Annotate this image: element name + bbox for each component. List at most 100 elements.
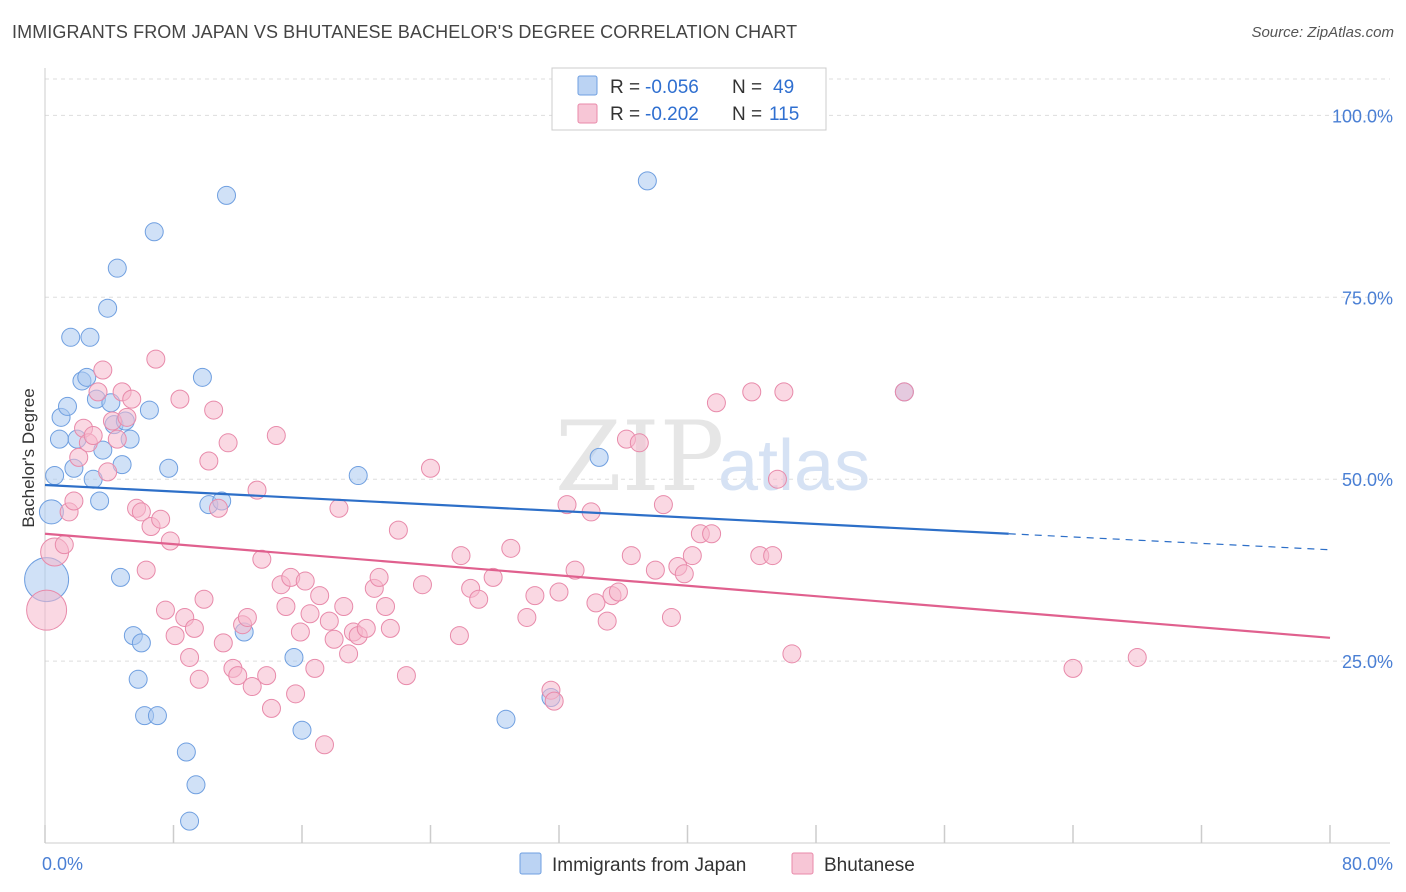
point-bhutanese [314,735,334,755]
y-axis-label: Bachelor's Degree [19,388,38,527]
point-bhutanese [661,607,681,627]
point-bhutanese [165,626,185,646]
point-bhutanese [682,546,702,566]
point-bhutanese [597,611,617,631]
point-bhutanese [26,589,68,631]
point-bhutanese [1127,647,1147,667]
point-japan [176,742,196,762]
point-japan [348,466,368,486]
point-bhutanese [266,426,286,446]
source-label: Source: ZipAtlas.com [1251,24,1394,41]
point-japan [637,171,657,191]
point-bhutanese [146,349,166,369]
point-bhutanese [674,564,694,584]
point-bhutanese [706,393,726,413]
point-bhutanese [449,626,469,646]
point-bhutanese [83,426,103,446]
point-bhutanese [763,546,783,566]
point-bhutanese [64,491,84,511]
point-bhutanese [69,447,89,467]
point-bhutanese [451,546,471,566]
legend-box [551,67,827,131]
point-bhutanese [767,469,787,489]
point-bhutanese [557,495,577,515]
watermark: ZIP atlas [555,401,870,513]
trend-line-japan [44,483,1009,535]
watermark-atlas: atlas [718,426,870,506]
point-bhutanese [319,611,339,631]
point-bhutanese [369,567,389,587]
bottom-legend-swatch-japan [519,852,542,875]
point-bhutanese [339,644,359,664]
point-bhutanese [483,567,503,587]
point-bhutanese [290,622,310,642]
point-bhutanese [329,498,349,518]
point-bhutanese [412,575,432,595]
point-bhutanese [501,538,521,558]
point-japan [80,327,100,347]
x-tick-label: 80.0% [1342,854,1393,874]
point-bhutanese [237,607,257,627]
point-japan [139,400,159,420]
point-bhutanese [469,589,489,609]
point-bhutanese [98,462,118,482]
point-japan [77,367,97,387]
bottom-legend-swatch-bhutanese [791,852,814,875]
point-bhutanese [184,618,204,638]
legend-r-label-japan: R = [610,77,640,98]
point-bhutanese [586,593,606,613]
point-bhutanese [199,451,219,471]
point-bhutanese [204,400,224,420]
point-japan [147,706,167,726]
legend-n-value-bhutanese: 115 [769,104,799,125]
point-bhutanese [286,684,306,704]
point-bhutanese [242,677,262,697]
point-bhutanese [189,669,209,689]
legend-swatch-japan [577,75,598,96]
point-bhutanese [396,666,416,686]
point-japan [49,429,69,449]
point-bhutanese [208,498,228,518]
point-bhutanese [1063,658,1083,678]
point-bhutanese [742,382,762,402]
legend-r-value-japan: -0.056 [645,77,699,98]
point-japan [192,367,212,387]
point-bhutanese [421,458,440,478]
point-japan [131,633,151,653]
point-bhutanese [525,586,545,606]
point-bhutanese [310,586,330,606]
point-bhutanese [194,589,214,609]
point-bhutanese [93,360,113,380]
trend-line-bhutanese [44,532,1331,639]
point-bhutanese [213,633,233,653]
bottom-legend: Immigrants from Japan Bhutanese [519,852,915,876]
axes [44,68,1390,844]
point-bhutanese [170,389,190,409]
legend-n-label-bhutanese: N = [732,104,762,125]
point-japan [292,720,312,740]
point-bhutanese [565,560,585,580]
x-tick-labels: 0.0% 80.0% [42,854,1393,874]
point-japan [284,647,304,667]
point-bhutanese [653,495,673,515]
point-japan [217,185,237,205]
point-bhutanese [702,524,722,544]
point-japan [180,811,200,831]
point-japan [128,669,148,689]
point-japan [98,298,118,318]
point-japan [159,458,179,478]
point-bhutanese [122,389,142,409]
point-bhutanese [155,600,175,620]
data-points [24,171,1147,831]
y-tick-labels: 25.0% 50.0% 75.0% 100.0% [1332,106,1393,672]
legend-r-value-bhutanese: -0.202 [645,104,699,125]
point-bhutanese [117,407,137,427]
point-bhutanese [380,618,400,638]
point-bhutanese [774,382,794,402]
point-bhutanese [54,535,74,555]
point-bhutanese [334,597,354,617]
point-bhutanese [88,382,108,402]
legend-n-label-japan: N = [732,77,762,98]
point-japan [57,396,77,416]
